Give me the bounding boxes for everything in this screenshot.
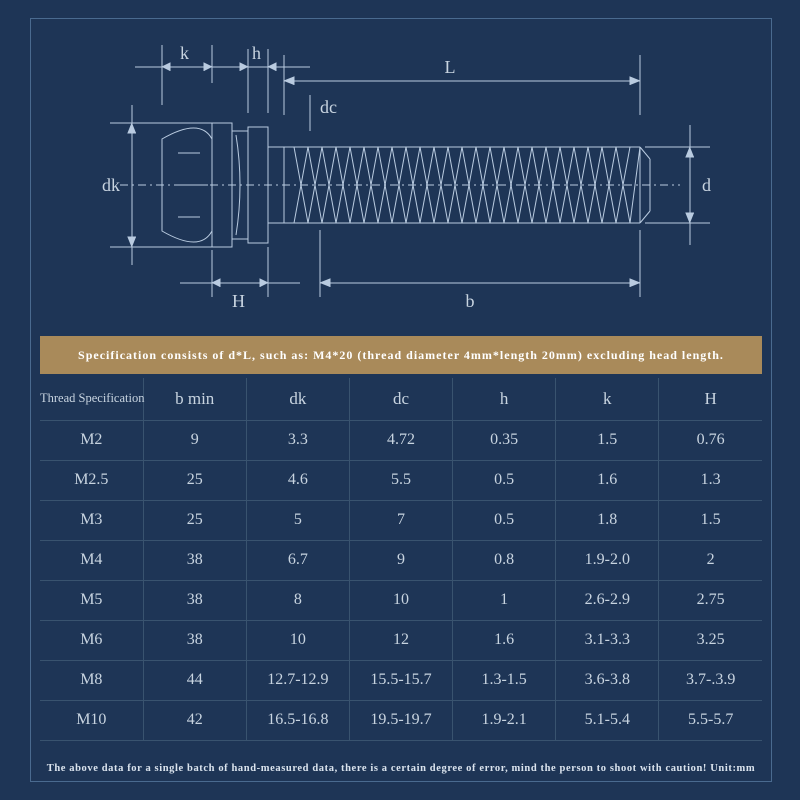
table-cell: 10 bbox=[246, 620, 349, 660]
table-cell: 5.5-5.7 bbox=[659, 700, 762, 740]
table-row: M4386.790.81.9-2.02 bbox=[40, 540, 762, 580]
footer-note: The above data for a single batch of han… bbox=[40, 763, 762, 774]
table-cell: 38 bbox=[143, 540, 246, 580]
dim-label-b: b bbox=[466, 291, 475, 311]
table-cell: 3.25 bbox=[659, 620, 762, 660]
col-header: k bbox=[556, 378, 659, 420]
table-cell: 1.8 bbox=[556, 500, 659, 540]
table-cell: 5.5 bbox=[349, 460, 452, 500]
table-row: M2.5254.65.50.51.61.3 bbox=[40, 460, 762, 500]
table-cell: 6.7 bbox=[246, 540, 349, 580]
spec-table-container: Thread Specification b min dk dc h k H M… bbox=[40, 378, 762, 741]
table-cell: 2.75 bbox=[659, 580, 762, 620]
col-header: dc bbox=[349, 378, 452, 420]
table-cell: 16.5-16.8 bbox=[246, 700, 349, 740]
col-header: Thread Specification bbox=[40, 378, 143, 420]
table-cell: 5.1-5.4 bbox=[556, 700, 659, 740]
table-cell: 1.5 bbox=[659, 500, 762, 540]
table-cell: 0.8 bbox=[453, 540, 556, 580]
table-cell: 7 bbox=[349, 500, 452, 540]
table-row: M104216.5-16.819.5-19.71.9-2.15.1-5.45.5… bbox=[40, 700, 762, 740]
table-cell: 1.9-2.1 bbox=[453, 700, 556, 740]
footer-text: The above data for a single batch of han… bbox=[47, 763, 756, 774]
table-row: M63810121.63.1-3.33.25 bbox=[40, 620, 762, 660]
dim-label-dk: dk bbox=[102, 175, 120, 195]
table-cell: 5 bbox=[246, 500, 349, 540]
table-cell: M3 bbox=[40, 500, 143, 540]
table-row: M84412.7-12.915.5-15.71.3-1.53.6-3.83.7-… bbox=[40, 660, 762, 700]
dim-label-H: H bbox=[232, 291, 245, 311]
table-row: M53881012.6-2.92.75 bbox=[40, 580, 762, 620]
table-cell: 3.7-.3.9 bbox=[659, 660, 762, 700]
table-cell: 10 bbox=[349, 580, 452, 620]
table-cell: 42 bbox=[143, 700, 246, 740]
dim-label-L: L bbox=[445, 57, 456, 77]
table-cell: 38 bbox=[143, 620, 246, 660]
table-cell: 38 bbox=[143, 580, 246, 620]
table-cell: 1.3-1.5 bbox=[453, 660, 556, 700]
table-cell: M4 bbox=[40, 540, 143, 580]
dim-label-d: d bbox=[702, 175, 711, 195]
table-cell: M2 bbox=[40, 420, 143, 460]
table-cell: 1.3 bbox=[659, 460, 762, 500]
table-cell: 4.72 bbox=[349, 420, 452, 460]
screw-diagram: k h L dc bbox=[50, 35, 750, 325]
table-cell: 3.1-3.3 bbox=[556, 620, 659, 660]
specification-banner: Specification consists of d*L, such as: … bbox=[40, 336, 762, 374]
table-cell: 19.5-19.7 bbox=[349, 700, 452, 740]
table-cell: 15.5-15.7 bbox=[349, 660, 452, 700]
table-cell: 0.5 bbox=[453, 460, 556, 500]
table-cell: M10 bbox=[40, 700, 143, 740]
table-cell: 9 bbox=[143, 420, 246, 460]
table-cell: M6 bbox=[40, 620, 143, 660]
table-cell: 12.7-12.9 bbox=[246, 660, 349, 700]
table-cell: 3.3 bbox=[246, 420, 349, 460]
table-cell: M8 bbox=[40, 660, 143, 700]
table-cell: 2.6-2.9 bbox=[556, 580, 659, 620]
table-cell: M5 bbox=[40, 580, 143, 620]
table-cell: 3.6-3.8 bbox=[556, 660, 659, 700]
table-cell: 12 bbox=[349, 620, 452, 660]
dim-label-dc: dc bbox=[320, 97, 337, 117]
table-row: M293.34.720.351.50.76 bbox=[40, 420, 762, 460]
table-cell: 0.35 bbox=[453, 420, 556, 460]
table-cell: 1.6 bbox=[556, 460, 659, 500]
table-cell: 4.6 bbox=[246, 460, 349, 500]
table-cell: 1.9-2.0 bbox=[556, 540, 659, 580]
table-cell: 1.5 bbox=[556, 420, 659, 460]
table-row: M325570.51.81.5 bbox=[40, 500, 762, 540]
table-cell: 0.76 bbox=[659, 420, 762, 460]
table-cell: 1.6 bbox=[453, 620, 556, 660]
table-cell: 25 bbox=[143, 460, 246, 500]
dim-label-h: h bbox=[252, 43, 261, 63]
spec-table: Thread Specification b min dk dc h k H M… bbox=[40, 378, 762, 741]
table-cell: 1 bbox=[453, 580, 556, 620]
banner-text: Specification consists of d*L, such as: … bbox=[78, 348, 724, 363]
dim-label-k: k bbox=[180, 43, 189, 63]
table-cell: 8 bbox=[246, 580, 349, 620]
table-cell: 25 bbox=[143, 500, 246, 540]
table-header-row: Thread Specification b min dk dc h k H bbox=[40, 378, 762, 420]
table-cell: 44 bbox=[143, 660, 246, 700]
table-cell: 2 bbox=[659, 540, 762, 580]
table-cell: M2.5 bbox=[40, 460, 143, 500]
col-header: dk bbox=[246, 378, 349, 420]
table-cell: 9 bbox=[349, 540, 452, 580]
col-header: H bbox=[659, 378, 762, 420]
col-header: h bbox=[453, 378, 556, 420]
table-cell: 0.5 bbox=[453, 500, 556, 540]
col-header: b min bbox=[143, 378, 246, 420]
